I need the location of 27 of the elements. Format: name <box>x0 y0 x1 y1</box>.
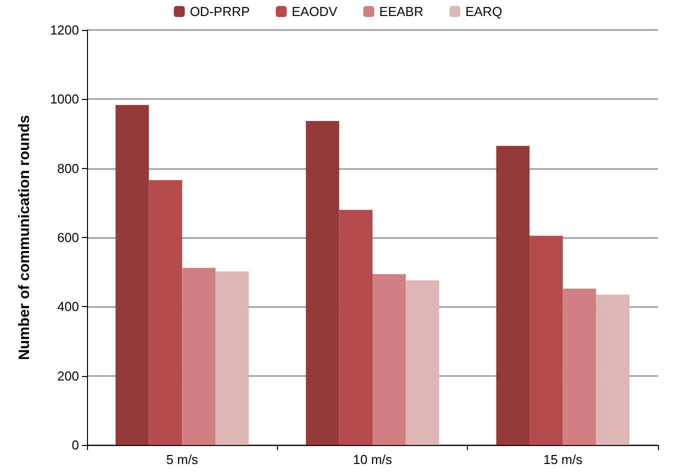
bar <box>148 180 182 445</box>
y-tick-label: 400 <box>57 299 79 314</box>
x-tick-label: 5 m/s <box>166 452 199 467</box>
bar <box>339 210 372 445</box>
y-tick-label: 1000 <box>50 92 79 107</box>
y-tick-label: 1200 <box>50 22 79 38</box>
bar <box>530 236 563 445</box>
bar <box>496 146 530 445</box>
y-tick-label: 600 <box>57 230 79 245</box>
bar <box>215 271 249 445</box>
bar <box>596 294 630 445</box>
legend-label: EAODV <box>292 4 338 19</box>
bar <box>372 274 406 445</box>
y-axis-title: Number of communication rounds <box>16 114 33 360</box>
bar <box>306 120 340 445</box>
bar <box>562 288 596 445</box>
bar <box>406 280 440 445</box>
bar <box>116 105 149 445</box>
legend-label: OD-PRRP <box>190 4 250 19</box>
bar <box>182 268 216 445</box>
legend-label: EARQ <box>465 4 502 19</box>
legend-label: EEABR <box>379 4 424 19</box>
y-tick-label: 0 <box>72 438 79 452</box>
y-tick-label: 800 <box>57 160 79 176</box>
x-tick-label: 10 m/s <box>352 452 393 467</box>
x-tick-label: 15 m/s <box>543 452 583 467</box>
y-tick-label: 200 <box>57 368 79 384</box>
